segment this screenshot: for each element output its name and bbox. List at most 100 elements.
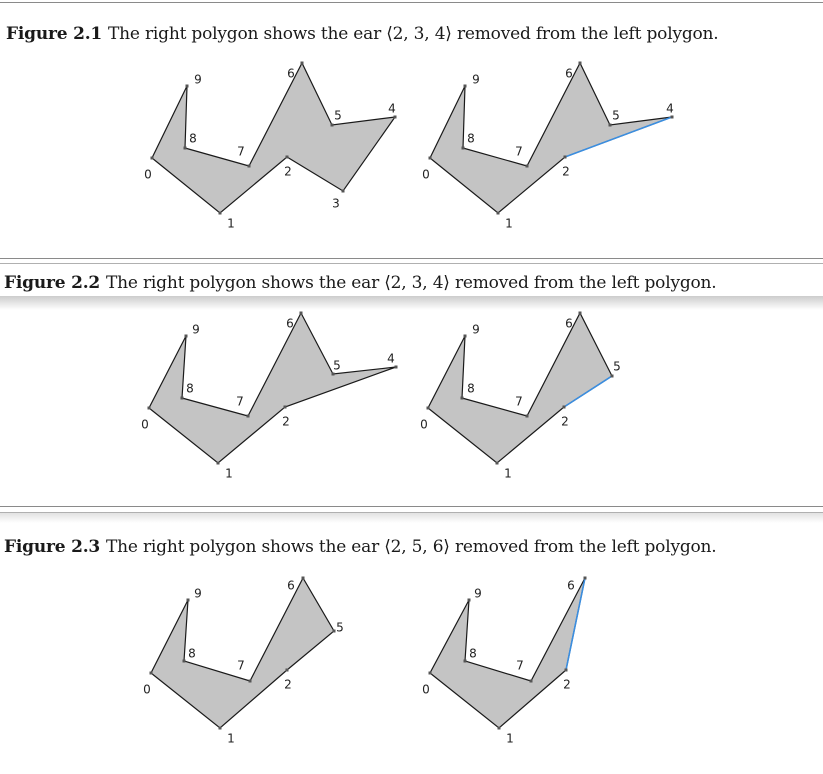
vertex-label: 5 — [612, 109, 620, 123]
vertex-label: 5 — [333, 359, 341, 373]
vertex-label: 1 — [505, 217, 513, 231]
vertex-label: 2 — [282, 415, 290, 429]
vertex-marker — [496, 211, 500, 215]
vertex-marker — [525, 414, 529, 418]
vertex-marker — [301, 576, 305, 580]
vertex-label: 3 — [332, 197, 340, 211]
left-polygon: 0 1 2 5 6 7 8 9 — [143, 576, 344, 746]
vertex-label: 5 — [336, 621, 344, 635]
figure-text: The right polygon shows the ear ⟨2, 5, 6… — [106, 537, 717, 557]
vertex-marker — [218, 726, 222, 730]
vertex-label: 7 — [236, 395, 244, 409]
section-shadow — [0, 513, 823, 523]
vertex-label: 0 — [422, 683, 430, 697]
figure-text: The right polygon shows the ear ⟨2, 3, 4… — [106, 273, 717, 293]
diagonal-highlight — [565, 577, 586, 671]
caption-shadow — [0, 296, 823, 310]
vertex-marker — [578, 61, 582, 65]
polygon-shape — [429, 577, 586, 729]
vertex-marker — [564, 668, 568, 672]
vertex-label: 0 — [420, 418, 428, 432]
vertex-label: 9 — [192, 323, 200, 337]
vertex-marker — [467, 598, 471, 602]
vertex-label: 6 — [287, 67, 295, 81]
right-polygon: 0 1 2 4 5 6 7 8 9 — [422, 61, 674, 231]
right-polygon: 0 1 2 5 6 7 8 9 — [420, 311, 621, 481]
vertex-marker — [563, 155, 567, 159]
section-divider — [0, 263, 823, 264]
vertex-label: 8 — [186, 382, 194, 396]
left-polygon: 0 1 2 3 4 5 6 7 8 9 — [144, 61, 397, 231]
vertex-marker — [393, 115, 397, 119]
vertex-marker — [495, 461, 499, 465]
vertex-marker — [218, 211, 222, 215]
vertex-marker — [341, 189, 345, 193]
vertex-label: 2 — [561, 415, 569, 429]
left-polygon: 0 1 2 4 5 6 7 8 9 — [141, 311, 398, 481]
vertex-label: 8 — [188, 647, 196, 661]
vertex-label: 1 — [504, 467, 512, 481]
vertex-label: 8 — [467, 132, 475, 146]
vertex-marker — [463, 334, 467, 338]
vertex-marker — [246, 414, 250, 418]
vertex-label: 7 — [237, 145, 245, 159]
vertex-marker — [185, 84, 189, 88]
vertex-marker — [608, 123, 612, 127]
vertex-label: 6 — [565, 317, 573, 331]
vertex-marker — [332, 629, 336, 633]
vertex-label: 0 — [143, 683, 151, 697]
vertex-label: 7 — [515, 395, 523, 409]
vertex-label: 9 — [472, 323, 480, 337]
figure-number: Figure 2.1 — [6, 24, 103, 44]
vertex-label: 6 — [287, 579, 295, 593]
right-polygon: 0 1 2 6 7 8 9 — [422, 576, 587, 746]
figure-caption-2-3: Figure 2.3 The right polygon shows the ea… — [4, 537, 717, 557]
diagonal-highlight — [564, 116, 673, 158]
vertex-label: 4 — [387, 352, 395, 366]
vertex-marker — [183, 146, 187, 150]
vertex-label: 9 — [194, 73, 202, 87]
vertex-marker — [583, 576, 587, 580]
vertex-label: 9 — [474, 587, 482, 601]
vertex-label: 1 — [225, 467, 233, 481]
vertex-label: 1 — [227, 217, 235, 231]
figure-caption-2-2: Figure 2.2 The right polygon shows the ea… — [4, 273, 717, 293]
vertex-label: 6 — [567, 579, 575, 593]
vertex-label: 5 — [613, 360, 621, 374]
vertex-marker — [184, 334, 188, 338]
vertex-marker — [150, 156, 154, 160]
vertex-label: 8 — [469, 647, 477, 661]
polygon-shape — [150, 576, 335, 729]
vertex-marker — [670, 115, 674, 119]
polygon-shape — [429, 61, 673, 214]
figure-text: The right polygon shows the ear ⟨2, 3, 4… — [108, 24, 719, 44]
vertex-marker — [562, 405, 566, 409]
vertex-marker — [247, 164, 251, 168]
vertex-label: 7 — [515, 145, 523, 159]
vertex-marker — [610, 374, 614, 378]
vertex-marker — [394, 365, 398, 369]
figure-number: Figure 2.2 — [4, 273, 101, 293]
vertex-marker — [283, 405, 287, 409]
vertex-label: 9 — [194, 587, 202, 601]
vertex-marker — [463, 84, 467, 88]
diagonal-highlight — [563, 375, 613, 408]
top-rule — [0, 2, 823, 3]
vertex-label: 8 — [467, 382, 475, 396]
vertex-marker — [180, 396, 184, 400]
section-divider — [0, 258, 823, 259]
vertex-marker — [578, 311, 582, 315]
section-divider — [0, 512, 823, 513]
vertex-marker — [182, 659, 186, 663]
vertex-marker — [426, 406, 430, 410]
vertex-marker — [186, 598, 190, 602]
vertex-label: 7 — [237, 659, 245, 673]
vertex-marker — [331, 372, 335, 376]
vertex-label: 6 — [565, 67, 573, 81]
vertex-label: 7 — [516, 659, 524, 673]
vertex-marker — [463, 659, 467, 663]
vertex-marker — [216, 461, 220, 465]
vertex-marker — [497, 726, 501, 730]
vertex-marker — [299, 311, 303, 315]
polygon-shape — [148, 311, 397, 464]
